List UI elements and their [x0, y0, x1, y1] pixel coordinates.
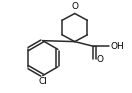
Text: OH: OH: [111, 42, 124, 51]
Text: O: O: [96, 55, 103, 64]
Text: O: O: [71, 2, 78, 11]
Text: Cl: Cl: [38, 77, 47, 86]
